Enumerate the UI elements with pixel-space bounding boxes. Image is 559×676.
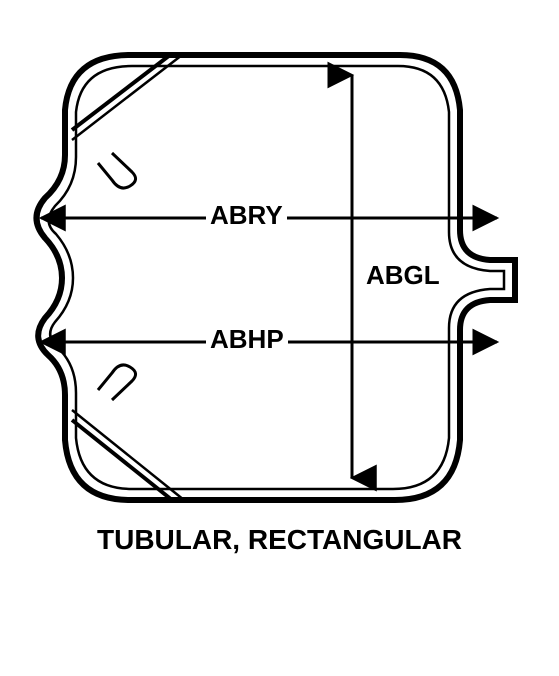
prong-bl	[98, 365, 136, 400]
diagram-stage: ABRY ABHP ABGL TUBULAR, RECTANGULAR	[0, 0, 559, 676]
label-abry: ABRY	[206, 200, 287, 231]
label-abhp: ABHP	[206, 324, 288, 355]
prong-tl	[98, 153, 136, 188]
figure-caption: TUBULAR, RECTANGULAR	[0, 524, 559, 556]
label-abgl: ABGL	[362, 260, 444, 291]
